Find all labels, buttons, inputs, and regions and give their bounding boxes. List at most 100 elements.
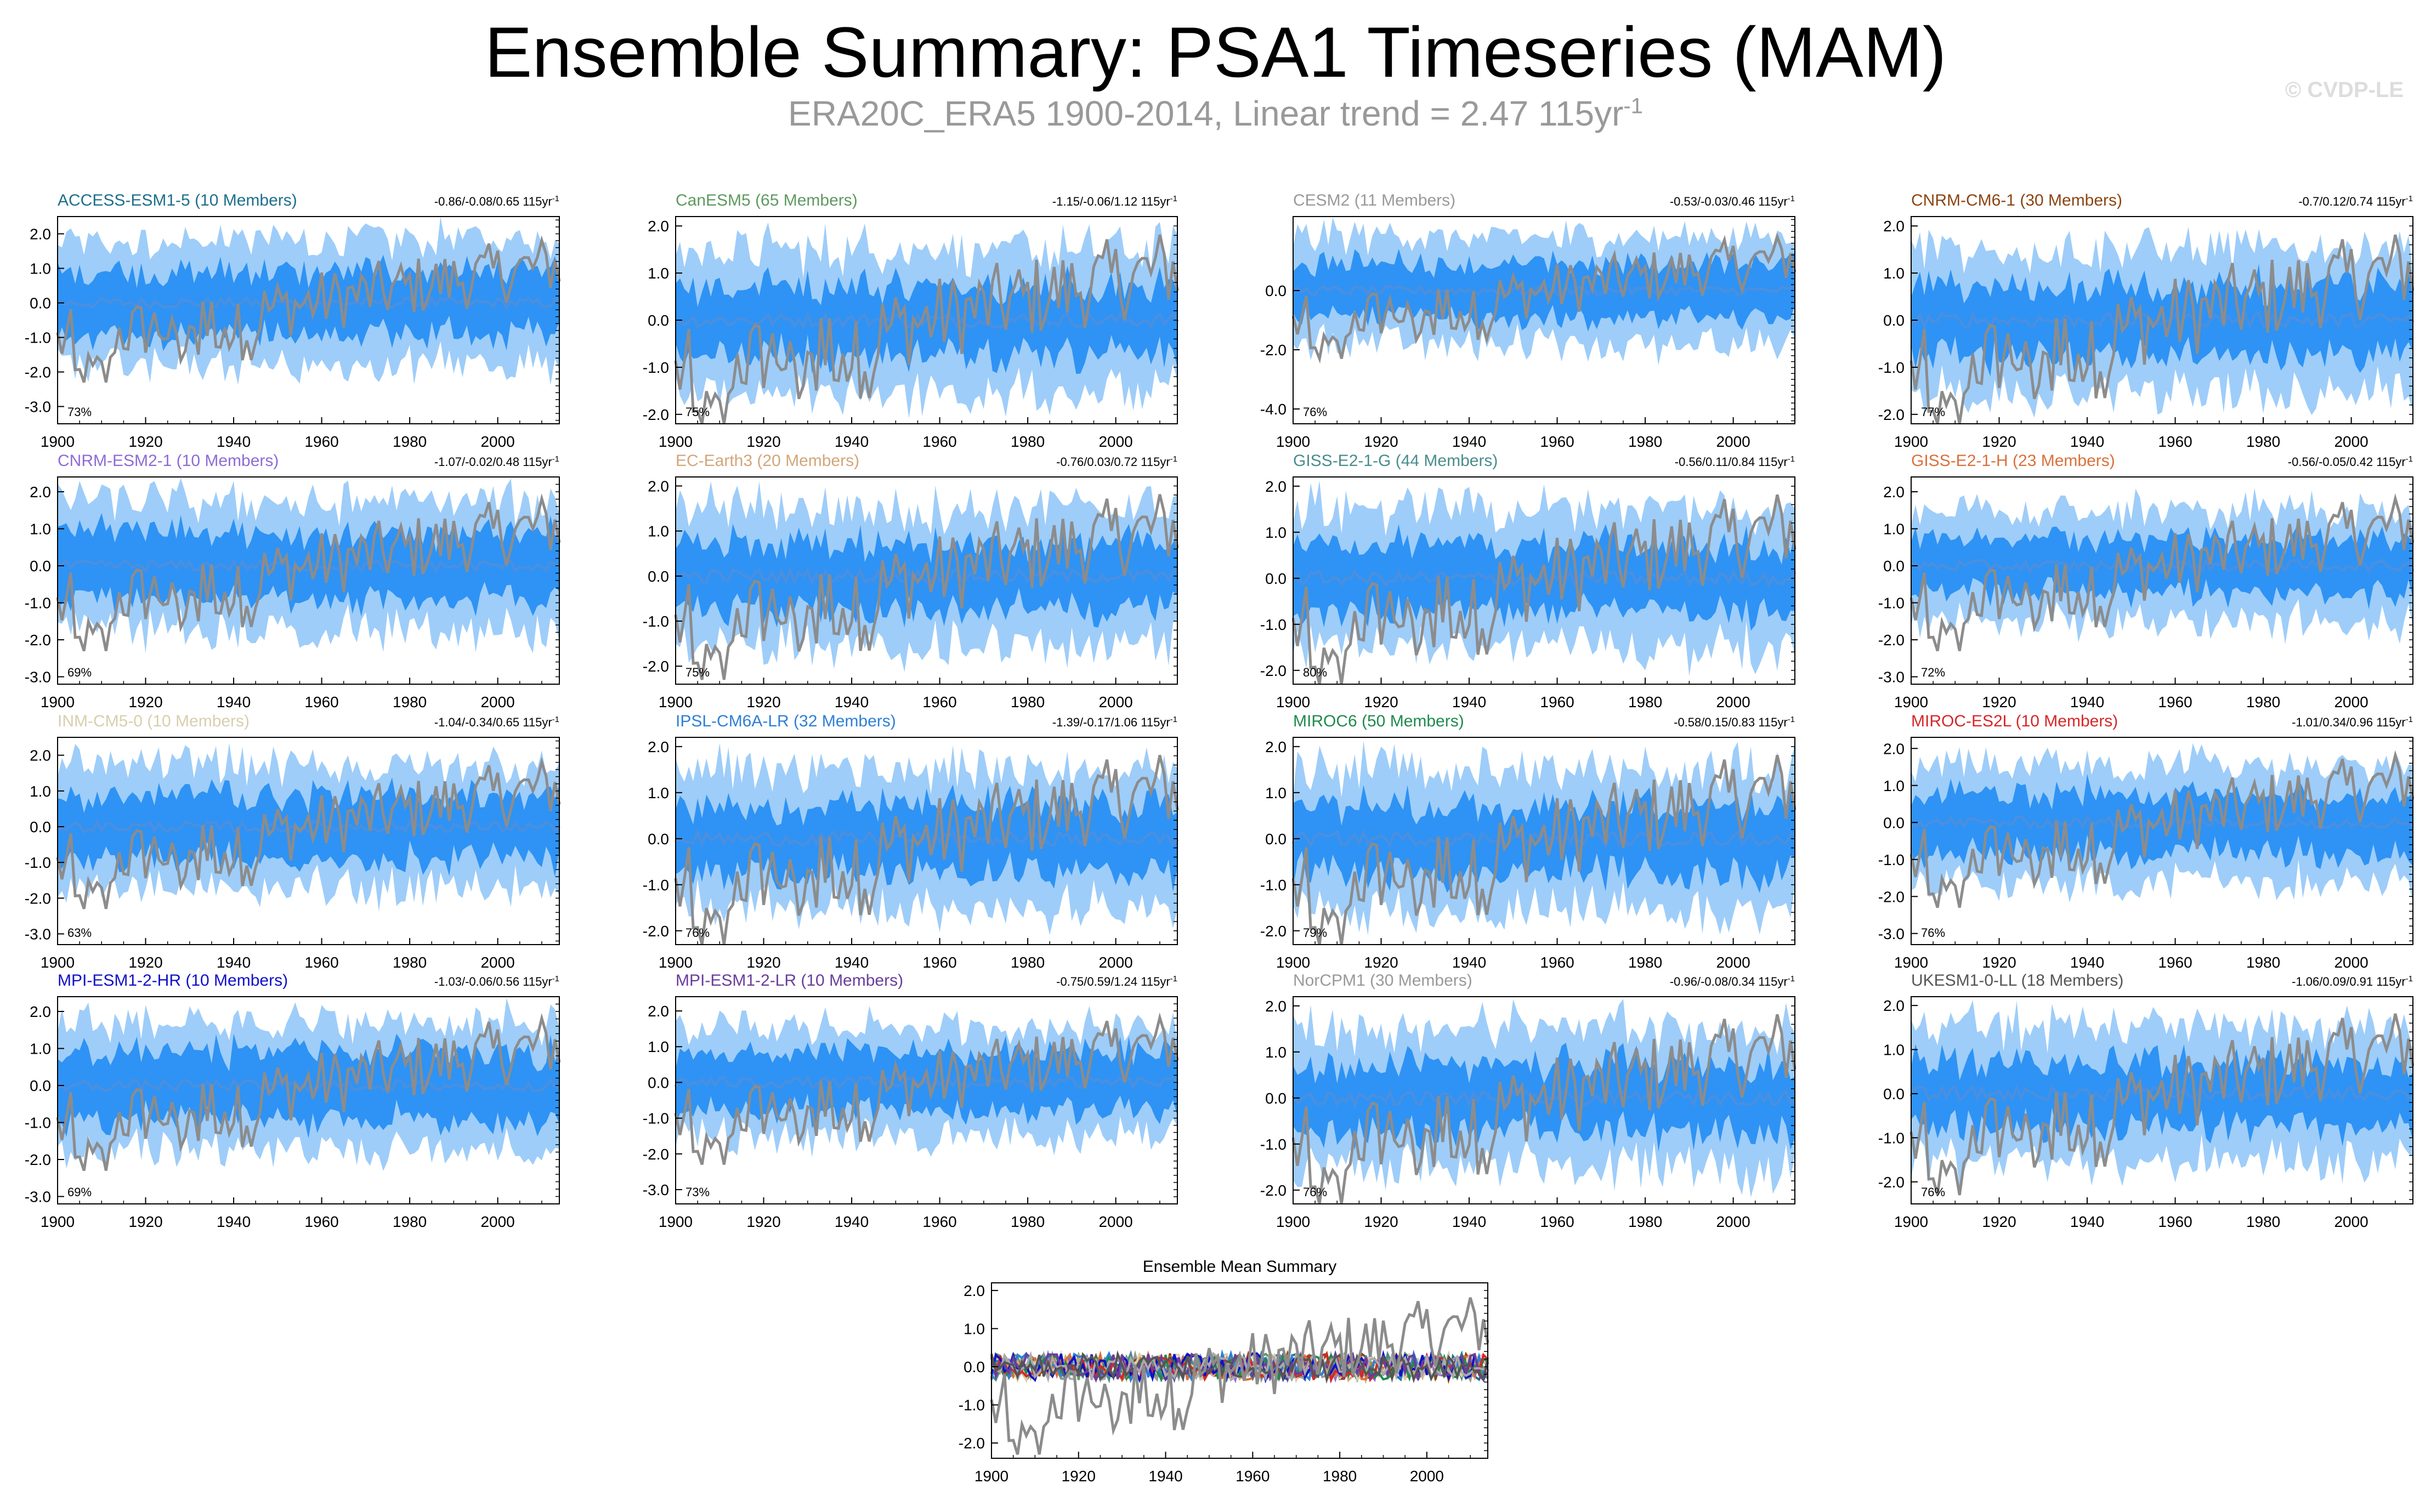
y-tick-label: -1.0 [25,1115,51,1132]
x-tick-label: 2000 [480,433,514,450]
y-tick-label: 2.0 [648,218,669,235]
panel-title: CNRM-CM6-1 (30 Members) [1911,191,2122,209]
observed-line [1909,234,2415,424]
y-tick-label: 1.0 [648,785,669,802]
panel-percent: 77% [1921,405,1945,419]
panel-title: MIROC-ES2L (10 Members) [1911,712,2118,730]
y-tick-label: 2.0 [648,478,669,494]
x-tick-label: 1980 [1011,433,1045,450]
y-tick-label: 1.0 [1883,521,1905,538]
panel-trend-stats: -0.96/-0.08/0.34 115yr-1 [1670,974,1795,988]
ensemble-mean-line [1911,815,2414,831]
trend-unit-sup: -1 [1788,715,1795,724]
x-tick-label: 1960 [2158,694,2192,710]
x-tick-label: 1940 [835,433,869,450]
panel-title: ACCESS-ESM1-5 (10 Members) [58,191,297,209]
y-tick-label: 0.0 [648,568,669,585]
panel-7: GISS-E2-1-H (23 Members) -0.56/-0.05/0.42… [1878,452,2415,710]
x-tick-label: 1900 [41,694,75,710]
y-tick-label: 1.0 [30,521,51,538]
trend-unit-sup: -1 [1788,974,1795,984]
x-tick-label: 2000 [1410,1468,1444,1485]
y-tick-label: -3.0 [1878,925,1905,942]
x-tick-label: 1980 [1011,694,1045,710]
y-tick-label: -1.0 [1878,1129,1905,1146]
x-tick-label: 1920 [1982,954,2016,971]
observed-line [56,1013,561,1172]
x-tick-label: 1960 [304,433,338,450]
panel-title: EC-Earth3 (20 Members) [676,452,859,470]
x-tick-label: 1900 [1276,1213,1310,1230]
ensemble-mean-line [674,1074,1179,1090]
x-tick-label: 1900 [659,433,693,450]
x-tick-label: 1920 [128,433,162,450]
x-tick-label: 1920 [1364,1213,1398,1230]
y-tick-label: 1.0 [30,260,51,277]
y-tick-label: -2.0 [643,658,669,675]
ensemble-mean-line [1910,557,2415,575]
ensemble-mean-line [675,828,1178,849]
x-tick-label: 1920 [1364,433,1398,450]
y-tick-label: 0.0 [648,312,669,329]
x-tick-label: 1940 [1452,694,1486,710]
y-tick-label: 2.0 [30,747,51,764]
panel-11: MIROC-ES2L (10 Members) -1.01/0.34/0.96 1… [1878,712,2415,971]
x-tick-label: 1900 [659,1213,693,1230]
observed-line [56,493,561,652]
x-tick-label: 1900 [1276,954,1310,971]
y-tick-label: -1.0 [643,359,669,376]
x-tick-label: 1900 [1276,694,1310,710]
x-tick-label: 1960 [2158,1213,2192,1230]
band-inner [1293,524,1795,631]
panel-6: GISS-E2-1-G (44 Members) -0.56/0.11/0.84 … [1260,452,1797,710]
x-tick-label: 1960 [1540,954,1574,971]
x-tick-label: 2000 [1716,1213,1750,1230]
y-tick-label: 1.0 [648,523,669,540]
x-tick-label: 1900 [1276,433,1310,450]
panel-10: MIROC6 (50 Members) -0.58/0.15/0.83 115yr… [1260,712,1797,971]
y-tick-label: -2.0 [959,1435,985,1452]
x-tick-label: 1980 [1628,694,1662,710]
y-tick-label: 1.0 [30,1041,51,1058]
panel-title: GISS-E2-1-H (23 Members) [1911,452,2115,470]
panel-percent: 75% [685,666,710,679]
panel-title: CNRM-ESM2-1 (10 Members) [58,452,279,470]
x-tick-label: 1960 [922,954,956,971]
panel-percent: 76% [1921,1185,1945,1199]
y-tick-label: 0.0 [30,295,51,312]
y-tick-label: -3.0 [25,1189,51,1206]
y-tick-label: 2.0 [30,1003,51,1020]
x-tick-label: 1940 [217,694,251,710]
y-tick-label: 1.0 [1883,265,1905,282]
y-tick-label: 0.0 [1883,558,1905,575]
plot-frame [1911,737,2413,945]
panel-title: INM-CM5-0 (10 Members) [58,712,250,730]
x-tick-label: 1920 [746,1213,780,1230]
x-tick-label: 2000 [480,954,514,971]
x-tick-label: 1900 [1894,954,1928,971]
x-tick-label: 1980 [1323,1468,1357,1485]
x-tick-label: 1940 [217,433,251,450]
plot-frame [991,1282,1488,1459]
observed-line [56,757,561,910]
x-tick-label: 1900 [41,433,75,450]
y-tick-label: 0.0 [1265,282,1287,299]
x-tick-label: 1920 [746,694,780,710]
band-inner [1911,524,2413,610]
observed-line [1291,1014,1797,1204]
band-inner [676,524,1177,628]
panel-title: MIROC6 (50 Members) [1293,712,1464,730]
panel-trend-stats: -0.58/0.15/0.83 115yr-1 [1674,715,1795,729]
x-tick-label: 2000 [2334,694,2368,710]
panel-percent: 80% [1303,666,1327,679]
x-tick-label: 1960 [2158,954,2192,971]
panel-percent: 69% [67,1185,92,1199]
y-tick-label: -1.0 [643,877,669,894]
observed-line [1291,754,1797,945]
y-tick-label: -2.0 [1878,1174,1905,1191]
panel-percent: 63% [67,926,92,940]
ensemble-mean-line [675,310,1179,330]
panel-5: EC-Earth3 (20 Members) -0.76/0.03/0.72 11… [643,452,1179,710]
y-tick-label: -2.0 [1878,406,1905,423]
y-tick-label: -1.0 [959,1397,985,1414]
